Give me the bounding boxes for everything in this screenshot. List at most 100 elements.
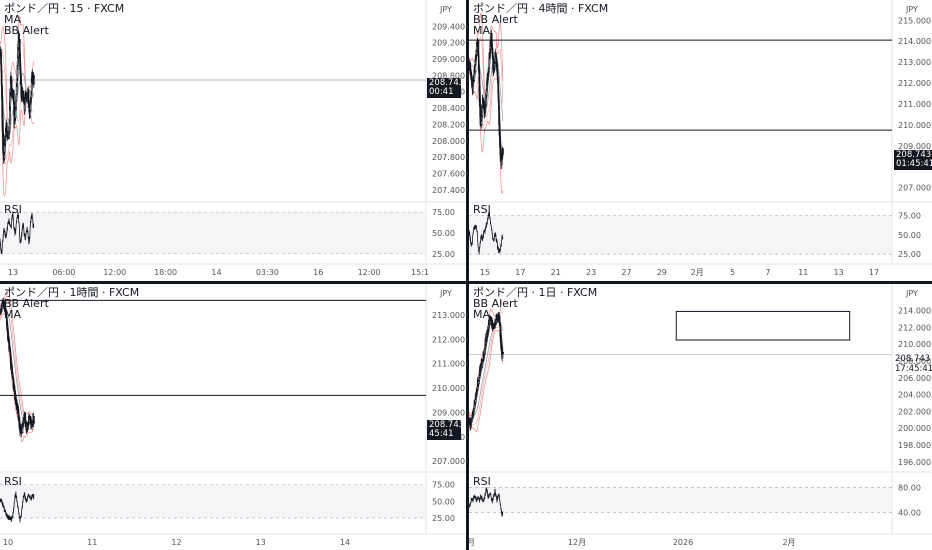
candle-body: [15, 93, 18, 101]
pane-title-15m: ポンド／円 · 15 · FXCM: [4, 2, 125, 15]
time-tick: 15:1: [411, 268, 429, 277]
pane-title-1h: ポンド／円 · 1時間 · FXCM: [4, 286, 140, 299]
price-tick: 212.000: [898, 79, 931, 88]
rsi-tick: 25.00: [432, 250, 455, 259]
time-tick: 13: [256, 538, 266, 547]
price-tick: 209.200: [432, 39, 465, 48]
bar-timer-1h: 45:41: [429, 429, 454, 439]
rsi-background-band: [469, 215, 892, 255]
candle-body: [33, 77, 36, 85]
vertical-divider[interactable]: [466, 0, 469, 550]
horizontal-divider[interactable]: [0, 281, 932, 284]
current-price-tag-4h: 208.743 01:45:41: [894, 150, 932, 170]
indicator-bb-1d[interactable]: BB Alert: [473, 297, 518, 310]
candle-body: [1, 95, 4, 118]
candle-body: [477, 42, 480, 57]
time-tick: 2月: [691, 268, 704, 277]
chart-pane-1d[interactable]: 214.000 212.000 210.000 208.000 206.000 204.0…: [469, 284, 932, 550]
price-tick: 214.000: [898, 37, 931, 46]
time-tick: 10: [3, 538, 13, 547]
rsi-line: [0, 491, 35, 523]
bar-timer-4h: 01:45:41: [896, 159, 932, 169]
current-price-tag-1h: 208.743 45:41: [427, 420, 465, 440]
time-tick: 23: [586, 268, 596, 277]
time-tick: 21: [551, 268, 561, 277]
time-tick: 12: [171, 538, 181, 547]
currency-label: JPY: [905, 289, 918, 298]
price-tick: 208.400: [432, 104, 465, 113]
indicator-ma-1h[interactable]: MA: [4, 308, 22, 321]
chart-pane-4h[interactable]: 215.000 214.000 213.000 212.000 211.000 210.0…: [469, 0, 932, 281]
time-tick: 13: [834, 268, 844, 277]
price-tick: 209.000: [432, 55, 465, 64]
current-price-15m: 208.743: [429, 78, 465, 88]
chart-canvas-1h[interactable]: 213.000212.000211.000210.000209.000208.0…: [0, 284, 466, 550]
time-tick: 11: [87, 538, 97, 547]
rsi-tick: 75.00: [898, 212, 921, 221]
time-tick: 5: [730, 268, 735, 277]
candle-body: [15, 100, 17, 108]
candle-body: [17, 56, 19, 66]
chart-pane-15m[interactable]: 209.400209.200209.000208.800208.600208.4…: [0, 0, 466, 281]
price-tick: 207.000: [432, 457, 465, 466]
price-tick: 196.000: [898, 458, 931, 467]
candle-body: [502, 352, 504, 354]
candle-body: [477, 39, 479, 43]
bar-timer-15m: 00:41: [429, 87, 454, 97]
pane-header-4h: ポンド／円 · 4時間 · FXCM BB Alert MA: [473, 3, 608, 36]
chart-canvas-15m[interactable]: 209.400209.200209.000208.800208.600208.4…: [0, 0, 466, 281]
price-tick: 213.000: [898, 58, 931, 67]
price-tick: 212.000: [432, 335, 465, 344]
rsi-label-1h: RSI: [4, 475, 22, 488]
current-price-1h: 208.743: [429, 420, 465, 430]
time-tick: 29: [657, 268, 667, 277]
price-tick: 209.000: [898, 142, 931, 151]
price-tick: 211.000: [432, 360, 465, 369]
candle-body: [496, 71, 499, 77]
chart-canvas-1d[interactable]: 214.000 212.000 210.000 208.000 206.000 204.0…: [469, 284, 932, 550]
chart-pane-1h[interactable]: 213.000212.000211.000210.000209.000208.0…: [0, 284, 466, 550]
candle-body: [488, 68, 490, 72]
currency-label: JPY: [439, 289, 452, 298]
chart-canvas-4h[interactable]: 215.000 214.000 213.000 212.000 211.000 210.0…: [469, 0, 932, 281]
indicator-ma-1d[interactable]: MA: [473, 308, 491, 321]
price-tick: 210.000: [432, 384, 465, 393]
currency-label: JPY: [905, 5, 918, 14]
rsi-label-4h: RSI: [473, 203, 491, 216]
price-tick: 207.400: [432, 186, 465, 195]
rsi-tick: 50.00: [432, 497, 455, 506]
indicator-ma-15m[interactable]: MA: [4, 13, 22, 26]
current-price-4h: 208.743: [896, 150, 932, 160]
rsi-line: [469, 487, 504, 517]
time-tick: 2月: [782, 538, 795, 547]
time-tick: 月: [469, 538, 475, 547]
indicator-bb-1h[interactable]: BB Alert: [4, 297, 49, 310]
candle-body: [0, 52, 2, 64]
indicator-ma-4h[interactable]: MA: [473, 24, 491, 37]
rsi-line: [0, 211, 35, 254]
price-tick: 209.400: [432, 22, 465, 31]
rsi-background-band: [0, 484, 426, 518]
time-tick: 17: [869, 268, 879, 277]
price-tick: 209.000: [432, 408, 465, 417]
time-tick: 11: [798, 268, 808, 277]
price-tick: 215.000: [898, 16, 931, 25]
price-tick: 208.000: [432, 137, 465, 146]
candle-body: [496, 63, 498, 71]
pane-header-1h: ポンド／円 · 1時間 · FXCM BB Alert MA: [4, 287, 139, 320]
candle-body: [33, 421, 36, 424]
price-tick: 208.000: [898, 357, 931, 366]
price-tick: 206.000: [898, 374, 931, 383]
time-tick: 2026: [673, 538, 693, 547]
indicator-bb-4h[interactable]: BB Alert: [473, 13, 518, 26]
price-tick: 210.000: [898, 340, 931, 349]
indicator-bb-15m[interactable]: BB Alert: [4, 24, 49, 37]
price-tick: 207.000: [898, 184, 931, 193]
rsi-tick: 75.00: [432, 208, 455, 217]
time-tick: 12:00: [358, 268, 381, 277]
time-tick: 18:00: [154, 268, 177, 277]
time-tick: 13: [8, 268, 18, 277]
time-tick: 27: [621, 268, 631, 277]
rsi-tick: 75.00: [432, 481, 455, 490]
rsi-background-band: [469, 487, 892, 513]
